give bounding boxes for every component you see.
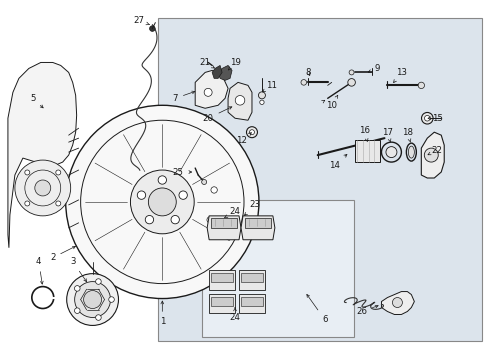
Text: 19: 19 [228,58,241,70]
Polygon shape [239,293,265,314]
Text: 8: 8 [305,68,311,77]
Polygon shape [228,82,252,120]
Text: 21: 21 [199,58,215,68]
Circle shape [424,116,430,121]
Circle shape [137,191,146,199]
Circle shape [149,26,155,31]
Circle shape [386,147,397,158]
Circle shape [424,148,438,162]
Polygon shape [209,293,235,314]
Circle shape [96,279,101,284]
Bar [211,218,237,228]
Circle shape [207,217,213,223]
Text: 23: 23 [245,201,261,215]
Circle shape [246,127,257,138]
Circle shape [15,160,71,216]
Polygon shape [382,292,415,315]
Circle shape [145,216,154,224]
Circle shape [67,274,119,325]
Text: 4: 4 [36,257,43,284]
Bar [241,297,263,306]
Text: 5: 5 [30,94,43,108]
Text: 2: 2 [50,246,75,262]
Text: 1: 1 [160,301,165,326]
Polygon shape [209,270,235,289]
Text: 26: 26 [356,305,378,316]
Text: 16: 16 [359,126,370,141]
Polygon shape [241,216,275,240]
Circle shape [109,297,114,302]
Text: 3: 3 [70,257,87,282]
Circle shape [392,298,402,307]
Text: 25: 25 [173,167,192,176]
Text: 18: 18 [402,128,413,142]
Text: 10: 10 [326,95,338,110]
Circle shape [418,82,424,89]
Polygon shape [421,132,444,178]
Text: 14: 14 [329,154,347,170]
Circle shape [348,78,355,86]
Text: 7: 7 [172,91,195,103]
Polygon shape [212,66,222,78]
Circle shape [179,191,187,199]
Polygon shape [207,216,241,240]
Ellipse shape [408,146,415,158]
Circle shape [171,216,179,224]
Text: 24: 24 [229,307,241,322]
Bar [241,273,263,282]
Bar [202,200,354,337]
Circle shape [202,180,207,184]
Text: 6: 6 [307,294,327,324]
Circle shape [25,201,30,206]
Circle shape [421,112,433,124]
Bar [211,273,233,282]
Text: 24: 24 [224,207,241,218]
Circle shape [56,170,61,175]
Text: 27: 27 [133,16,149,25]
Bar [355,140,380,162]
Text: 17: 17 [382,128,393,142]
Polygon shape [218,66,232,80]
Circle shape [349,70,354,75]
Circle shape [260,100,264,104]
Circle shape [66,105,259,298]
Circle shape [74,308,80,314]
Circle shape [130,170,194,234]
Circle shape [211,187,217,193]
Circle shape [148,188,176,216]
Text: 20: 20 [203,107,232,123]
Bar [158,18,482,341]
Circle shape [235,95,245,105]
Circle shape [301,80,307,85]
Circle shape [249,130,254,135]
Text: 13: 13 [393,68,407,82]
Text: 22: 22 [428,145,443,155]
Polygon shape [195,71,228,108]
Circle shape [204,88,212,96]
Circle shape [84,291,101,309]
Circle shape [25,170,30,175]
Text: 15: 15 [428,114,443,123]
Circle shape [258,92,266,99]
Text: 9: 9 [368,64,380,73]
Circle shape [74,282,111,318]
Circle shape [96,315,101,320]
Bar [211,297,233,306]
Text: 11: 11 [263,81,277,92]
Bar [245,218,271,228]
Circle shape [35,180,51,196]
Text: 12: 12 [237,133,251,145]
Polygon shape [8,62,76,248]
Circle shape [56,201,61,206]
Circle shape [74,285,80,291]
Circle shape [158,176,167,184]
Polygon shape [239,270,265,289]
